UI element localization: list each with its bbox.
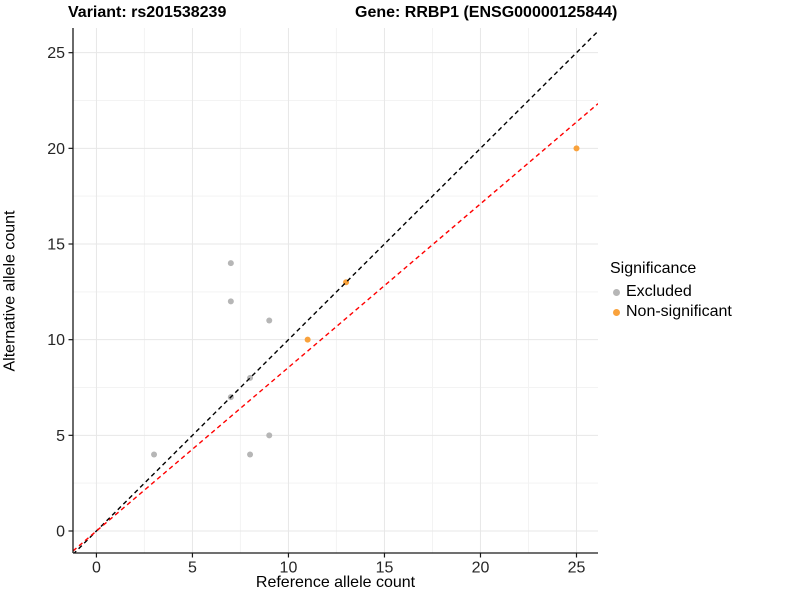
data-point-excluded [151, 451, 158, 458]
legend-item-label: Excluded [626, 283, 692, 300]
data-point-non-significant [573, 145, 580, 152]
legend-title: Significance [610, 260, 697, 277]
x-tick-label: 20 [472, 560, 490, 577]
y-tick-label: 25 [47, 45, 65, 62]
data-point-excluded [266, 432, 273, 439]
y-tick-label: 5 [56, 428, 65, 445]
y-tick-label: 20 [47, 141, 65, 158]
x-tick-label: 5 [188, 560, 197, 577]
excluded-dot-icon [613, 288, 620, 296]
y-tick-label: 10 [47, 332, 65, 349]
fit-line [73, 103, 598, 552]
y-tick-label: 15 [47, 237, 65, 254]
legend-item-excluded: Excluded [610, 282, 732, 302]
data-point-excluded [227, 260, 234, 267]
plot-title-gene: Gene: RRBP1 (ENSG00000125844) [355, 4, 618, 21]
legend-item-label: Non-significant [626, 303, 732, 320]
data-point-non-significant [304, 336, 311, 343]
x-axis-title: Reference allele count [255, 574, 416, 591]
data-point-excluded [247, 451, 254, 458]
y-axis-title: Alternative allele count [1, 210, 19, 372]
data-point-excluded [266, 317, 273, 324]
plot-title-variant: Variant: rs201538239 [68, 4, 227, 21]
non-significant-dot-icon [613, 308, 620, 316]
data-point-excluded [227, 298, 234, 305]
legend-item-non-significant: Non-significant [610, 302, 732, 322]
x-tick-label: 10 [280, 560, 298, 577]
x-tick-label: 25 [568, 560, 586, 577]
legend: Significance Excluded Non-significant [610, 259, 732, 322]
identity-line [73, 30, 598, 553]
y-tick-label: 0 [56, 523, 65, 540]
x-tick-label: 15 [376, 560, 394, 577]
x-tick-label: 0 [92, 560, 101, 577]
